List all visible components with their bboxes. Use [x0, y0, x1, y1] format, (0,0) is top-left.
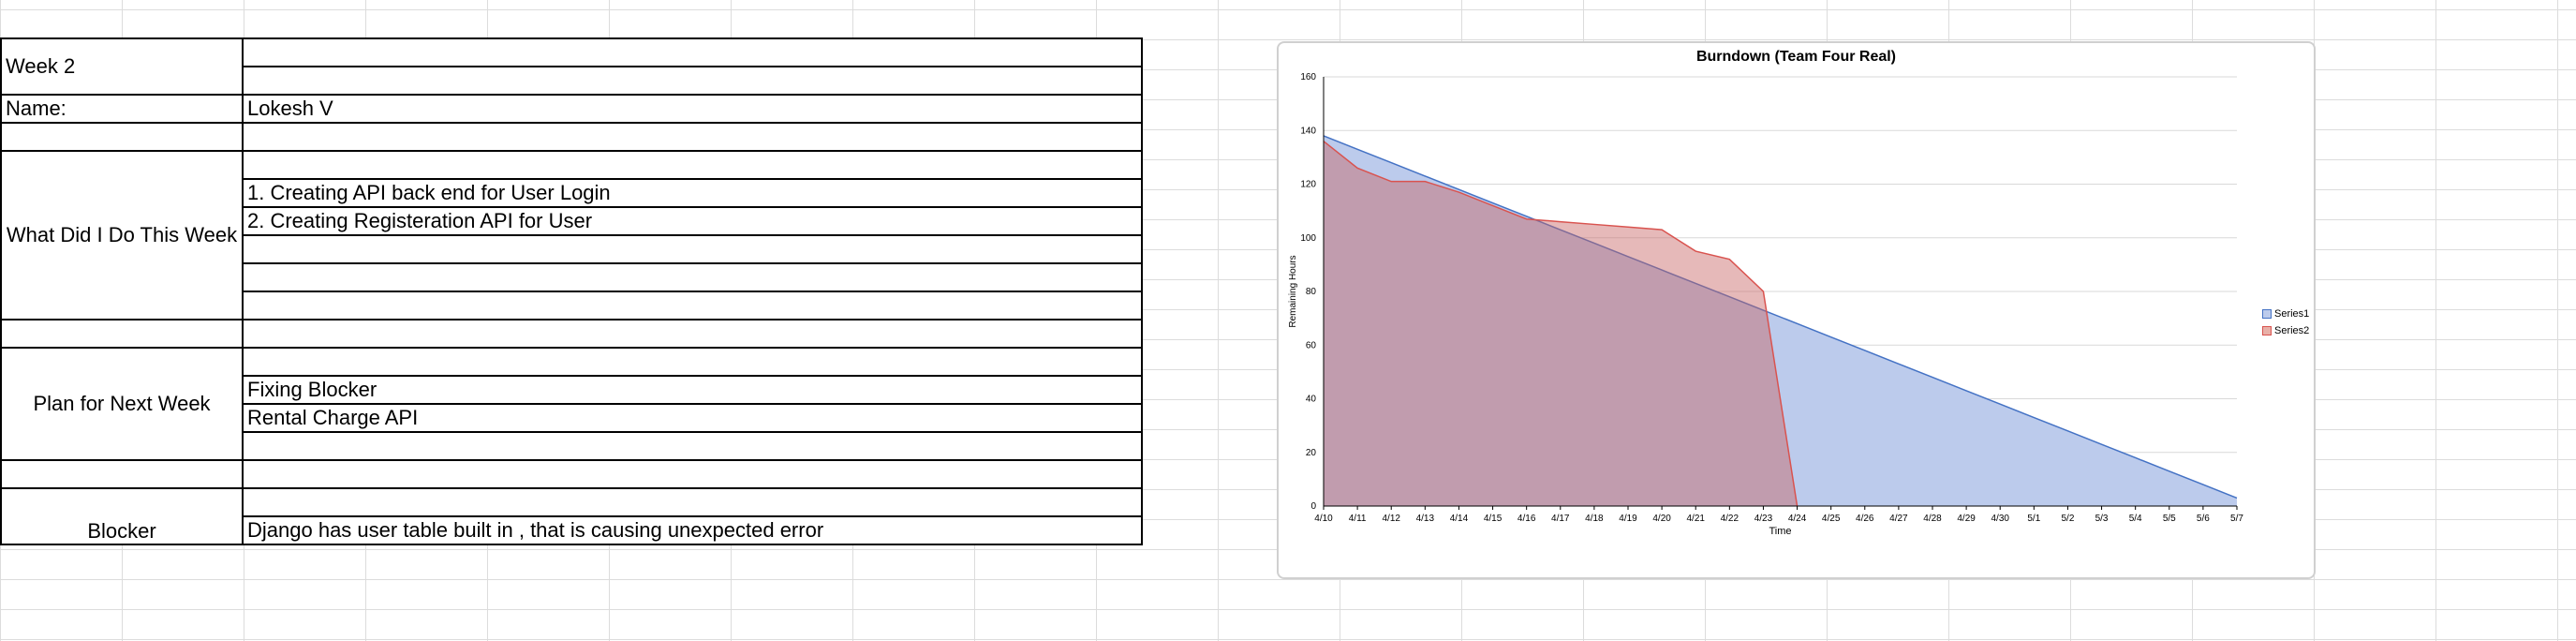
x-tick-label: 4/19	[1619, 514, 1637, 524]
value-cell[interactable]: 2. Creating Registeration API for User	[242, 206, 1143, 236]
table-row: Rental Charge API	[1, 403, 1143, 433]
x-tick-label: 5/7	[2230, 514, 2243, 524]
table-row: Django has user table built in , that is…	[1, 515, 1143, 545]
table-row	[1, 234, 1143, 264]
x-tick-label: 4/23	[1754, 514, 1773, 524]
x-tick-label: 4/16	[1517, 514, 1536, 524]
y-tick-label: 140	[1300, 126, 1316, 136]
x-tick-label: 4/11	[1349, 514, 1367, 524]
value-cell[interactable]	[242, 262, 1143, 292]
row-label-cell[interactable]	[0, 319, 244, 349]
row-label-cell[interactable]	[0, 122, 244, 152]
y-tick-label: 40	[1306, 395, 1317, 405]
value-cell[interactable]	[242, 319, 1143, 349]
value-cell[interactable]	[242, 459, 1143, 489]
table-row	[1, 262, 1143, 292]
value-cell[interactable]	[242, 487, 1143, 517]
x-tick-label: 4/20	[1652, 514, 1671, 524]
row-label-cell[interactable]	[0, 459, 244, 489]
table-row	[0, 459, 1143, 489]
legend-swatch-series2	[2262, 326, 2272, 335]
y-tick-label: 0	[1310, 501, 1316, 512]
value-cell[interactable]	[242, 234, 1143, 264]
x-tick-label: 5/2	[2061, 514, 2074, 524]
value-cell[interactable]	[242, 347, 1143, 377]
legend-label-series2: Series2	[2274, 325, 2310, 336]
x-tick-label: 4/29	[1957, 514, 1976, 524]
value-cell[interactable]: Lokesh V	[242, 94, 1143, 124]
x-tick-label: 4/25	[1822, 514, 1841, 524]
x-tick-label: 5/6	[2197, 514, 2210, 524]
legend-swatch-series1	[2262, 309, 2272, 319]
legend-label-series1: Series1	[2274, 308, 2310, 320]
x-axis-title: Time	[1769, 526, 1791, 537]
line-series2	[1323, 141, 1799, 507]
x-tick-label: 4/24	[1788, 514, 1807, 524]
x-tick-label: 4/15	[1484, 514, 1503, 524]
chart-title: Burndown (Team Four Real)	[1695, 49, 1897, 65]
area-series1	[1324, 135, 2237, 506]
x-tick-label: 4/26	[1856, 514, 1874, 524]
value-cell[interactable]	[242, 122, 1143, 152]
table-row	[1, 66, 1143, 96]
value-cell[interactable]	[242, 291, 1143, 320]
x-tick-label: 5/5	[2163, 514, 2176, 524]
y-tick-label: 60	[1306, 340, 1317, 350]
line-series1	[1323, 135, 2238, 499]
table-row: 2. Creating Registeration API for User	[1, 206, 1143, 236]
value-cell[interactable]: Fixing Blocker	[242, 375, 1143, 405]
x-tick-label: 4/30	[1991, 514, 2009, 524]
x-tick-label: 4/12	[1382, 514, 1400, 524]
table-row: Blocker	[0, 487, 1143, 545]
weekly-report-table: Week 2 Name: Lokesh V What Did I Do This We…	[0, 37, 1143, 545]
x-tick-label: 4/22	[1721, 514, 1740, 524]
table-row: Name: Lokesh V	[0, 94, 1143, 124]
y-tick-label: 100	[1300, 233, 1316, 244]
x-tick-label: 5/3	[2095, 514, 2109, 524]
x-tick-label: 4/13	[1416, 514, 1435, 524]
table-row: Fixing Blocker	[1, 375, 1143, 405]
y-axis-title: Remaining Hours	[1288, 255, 1298, 327]
x-tick-label: 5/1	[2027, 514, 2040, 524]
x-tick-label: 5/4	[2129, 514, 2142, 524]
table-row: 1. Creating API back end for User Login	[1, 178, 1143, 208]
value-cell[interactable]: Rental Charge API	[242, 403, 1143, 433]
x-tick-label: 4/17	[1551, 514, 1570, 524]
value-cell[interactable]: 1. Creating API back end for User Login	[242, 178, 1143, 208]
row-label-cell[interactable]: Blocker	[0, 487, 244, 545]
burndown-chart[interactable]: Burndown (Team Four Real) 0 20 40 60 80 100 12…	[1277, 41, 2316, 579]
x-tick-label: 4/14	[1450, 514, 1469, 524]
x-tick-label: 4/18	[1585, 514, 1604, 524]
area-series2	[1324, 141, 1798, 506]
row-label-cell[interactable]: Plan for Next Week	[0, 347, 244, 461]
row-label-cell[interactable]: What Did I Do This Week	[0, 150, 244, 320]
value-cell[interactable]	[242, 431, 1143, 461]
table-row: What Did I Do This Week	[0, 150, 1143, 320]
x-tick-label: 4/28	[1923, 514, 1942, 524]
value-cell[interactable]	[242, 37, 1143, 67]
x-tick-label: 4/27	[1889, 514, 1908, 524]
table-row	[0, 122, 1143, 152]
table-row: Plan for Next Week	[0, 347, 1143, 461]
legend-item-series1: Series1	[2262, 306, 2309, 322]
x-tick-label: 4/21	[1686, 514, 1705, 524]
y-tick-label: 160	[1300, 72, 1316, 82]
row-label-cell[interactable]: Name:	[0, 94, 244, 124]
table-row	[0, 319, 1143, 349]
table-row	[1, 291, 1143, 320]
y-tick-label: 20	[1306, 448, 1317, 458]
legend-item-series2: Series2	[2262, 322, 2309, 339]
chart-plot: 0 20 40 60 80 100 120 140 160 4/10 4/11 4/12 4/13 4/1…	[1288, 72, 2243, 537]
table-row: Week 2	[0, 37, 1143, 96]
table-row	[1, 431, 1143, 461]
value-cell[interactable]	[242, 66, 1143, 96]
row-label-cell[interactable]: Week 2	[0, 37, 244, 96]
value-cell[interactable]	[242, 150, 1143, 180]
chart-legend: Series1 Series2	[2262, 306, 2309, 339]
x-tick-label: 4/10	[1314, 514, 1333, 524]
y-tick-label: 80	[1306, 287, 1317, 297]
value-cell[interactable]: Django has user table built in , that is…	[242, 515, 1143, 545]
y-tick-label: 120	[1300, 180, 1316, 190]
